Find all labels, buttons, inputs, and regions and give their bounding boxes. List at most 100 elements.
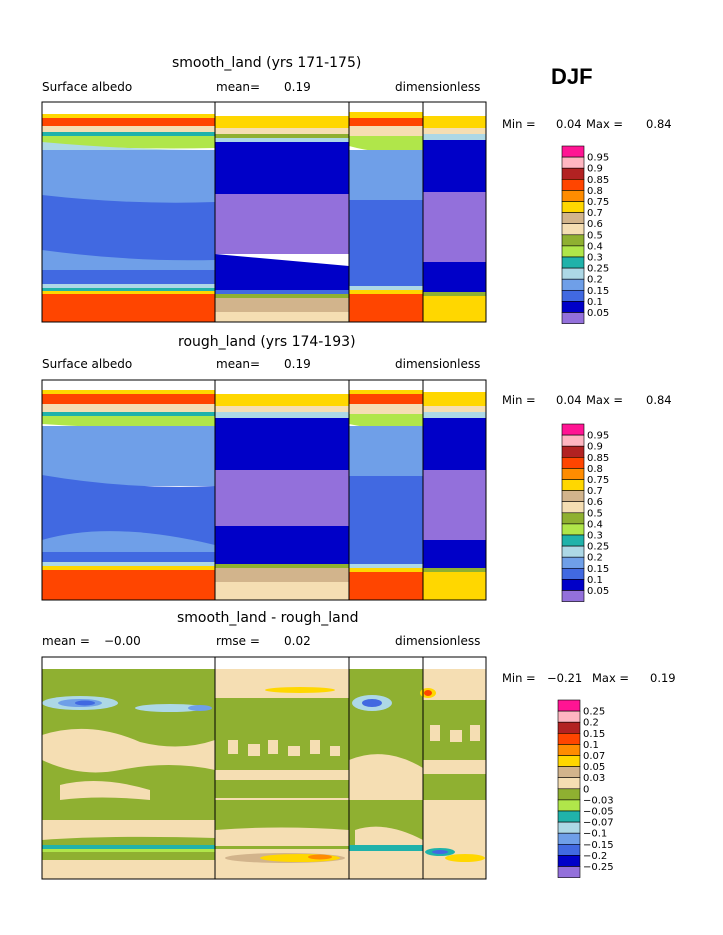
panel-3-title: smooth_land - rough_land bbox=[177, 610, 359, 626]
panel-1-min-value: 0.04 bbox=[556, 117, 582, 131]
colorbar-2-tick-label: 0.6 bbox=[587, 497, 603, 508]
colorbar-3-tick-label: −0.1 bbox=[583, 829, 607, 840]
colorbar-3-swatch bbox=[557, 855, 581, 867]
colorbar-2-swatch bbox=[561, 567, 585, 580]
colorbar-1-tick-label: 0.7 bbox=[587, 208, 603, 219]
colorbar-3-swatch bbox=[557, 810, 581, 823]
panel-1-units: dimensionless bbox=[395, 80, 481, 94]
colorbar-1-tick-label: 0.4 bbox=[587, 241, 603, 252]
panel-3-map bbox=[42, 657, 486, 879]
colorbar-1-swatch bbox=[561, 167, 585, 180]
colorbar-1-swatch bbox=[561, 278, 585, 291]
colorbar-2-swatch bbox=[561, 456, 585, 469]
colorbar-1-swatch bbox=[561, 156, 585, 169]
colorbar-3-swatch bbox=[557, 788, 581, 801]
panel-2-title: rough_land (yrs 174-193) bbox=[178, 334, 356, 350]
colorbar-2-swatch bbox=[561, 590, 585, 602]
panel-3-min-value: −0.21 bbox=[547, 671, 583, 685]
colorbar-2-tick-label: 0.15 bbox=[587, 564, 609, 575]
colorbar-3-swatch bbox=[557, 699, 581, 712]
colorbar-1-tick-label: 0.95 bbox=[587, 153, 609, 164]
colorbar-3-tick-label: 0.1 bbox=[583, 740, 599, 751]
colorbar-1-swatch bbox=[561, 256, 585, 269]
colorbar-1-swatch bbox=[561, 190, 585, 202]
colorbar-3-tick-label: −0.03 bbox=[583, 795, 614, 806]
panel-3-rmse-label: rmse = bbox=[216, 634, 260, 648]
colorbar-1-tick-label: 0.9 bbox=[587, 164, 603, 175]
colorbar-1-tick-label: 0.15 bbox=[587, 286, 609, 297]
colorbar-3-swatch bbox=[557, 732, 581, 745]
colorbar-3-swatch bbox=[557, 721, 581, 734]
colorbar-3-swatch bbox=[557, 777, 581, 790]
panel-1-min-label: Min = bbox=[502, 117, 536, 131]
colorbar-3-swatch bbox=[557, 843, 581, 856]
colorbar-1-swatch bbox=[561, 201, 585, 213]
colorbar-1-swatch bbox=[561, 145, 585, 158]
colorbar-2-tick-label: 0.4 bbox=[587, 519, 603, 530]
panel-2-mean-label: mean= bbox=[216, 357, 261, 371]
panel-1-variable: Surface albedo bbox=[42, 80, 133, 94]
colorbar-3-swatch bbox=[557, 744, 581, 756]
panel-3-rmse-value: 0.02 bbox=[284, 634, 311, 648]
colorbar-1-swatch bbox=[561, 289, 585, 302]
colorbar-1-tick-label: 0.3 bbox=[587, 253, 603, 264]
panel-2-frame bbox=[41, 379, 487, 601]
colorbar-3-tick-label: 0.25 bbox=[583, 707, 605, 718]
colorbar-2-swatch bbox=[561, 423, 585, 436]
panel-2-max-label: Max = bbox=[586, 393, 624, 407]
colorbar-1-tick-label: 0.6 bbox=[587, 219, 603, 230]
colorbar-1: 0.950.90.850.80.750.70.60.50.40.30.250.2… bbox=[561, 145, 609, 324]
colorbar-1-swatch bbox=[561, 245, 585, 258]
colorbar-3-tick-label: 0.05 bbox=[583, 762, 605, 773]
colorbar-3-swatch bbox=[557, 821, 581, 834]
colorbar-2-tick-label: 0.25 bbox=[587, 542, 609, 553]
colorbar-2-tick-label: 0.05 bbox=[587, 586, 609, 597]
colorbar-1-tick-label: 0.85 bbox=[587, 175, 609, 186]
colorbar-3: 0.250.20.150.10.070.050.030−0.03−0.05−0.… bbox=[557, 699, 614, 878]
colorbar-3-tick-label: 0.2 bbox=[583, 718, 599, 729]
colorbar-2-tick-label: 0.5 bbox=[587, 508, 603, 519]
colorbar-3-tick-label: 0.07 bbox=[583, 751, 605, 762]
colorbar-2-swatch bbox=[561, 512, 585, 525]
colorbar-3-swatch bbox=[557, 866, 581, 878]
panel-3-mean-label: mean = bbox=[42, 634, 90, 648]
colorbar-1-swatch bbox=[561, 312, 585, 324]
colorbar-3-swatch bbox=[557, 766, 581, 778]
colorbar-2-tick-label: 0.8 bbox=[587, 464, 603, 475]
colorbar-3-tick-label: −0.2 bbox=[583, 851, 607, 862]
colorbar-1-swatch bbox=[561, 234, 585, 247]
panel-1-map bbox=[42, 102, 486, 322]
colorbar-3-tick-label: −0.05 bbox=[583, 807, 614, 818]
panel-2-min-label: Min = bbox=[502, 393, 536, 407]
colorbar-2-tick-label: 0.3 bbox=[587, 531, 603, 542]
colorbar-2-tick-label: 0.1 bbox=[587, 575, 603, 586]
colorbar-1-swatch bbox=[561, 212, 585, 225]
panel-2-variable: Surface albedo bbox=[42, 357, 133, 371]
panel-3-min-label: Min = bbox=[502, 671, 536, 685]
colorbar-1-swatch bbox=[561, 301, 585, 313]
colorbar-2-swatch bbox=[561, 534, 585, 547]
colorbar-2-swatch bbox=[561, 490, 585, 503]
colorbar-2-swatch bbox=[561, 434, 585, 447]
colorbar-2-swatch bbox=[561, 479, 585, 491]
panel-3-mean-value: −0.00 bbox=[104, 634, 141, 648]
colorbar-3-tick-label: −0.25 bbox=[583, 862, 614, 873]
colorbar-2-swatch bbox=[561, 523, 585, 536]
panel-2-mean-value: 0.19 bbox=[284, 357, 311, 371]
colorbar-3-tick-label: 0.15 bbox=[583, 729, 605, 740]
colorbar-2-swatch bbox=[561, 579, 585, 591]
panel-2-units: dimensionless bbox=[395, 357, 481, 371]
colorbar-1-swatch bbox=[561, 179, 585, 191]
panel-1-title: smooth_land (yrs 171-175) bbox=[172, 55, 362, 71]
panel-3-max-label: Max = bbox=[592, 671, 630, 685]
colorbar-2-swatch bbox=[561, 501, 585, 514]
panel-3-max-value: 0.19 bbox=[650, 671, 676, 685]
colorbar-1-tick-label: 0.2 bbox=[587, 275, 603, 286]
colorbar-1-swatch bbox=[561, 267, 585, 280]
panel-2-max-value: 0.84 bbox=[646, 393, 672, 407]
colorbar-1-tick-label: 0.05 bbox=[587, 308, 609, 319]
panel-2-map bbox=[42, 380, 486, 600]
panel-3-frame bbox=[41, 656, 487, 880]
panel-2-min-value: 0.04 bbox=[556, 393, 582, 407]
